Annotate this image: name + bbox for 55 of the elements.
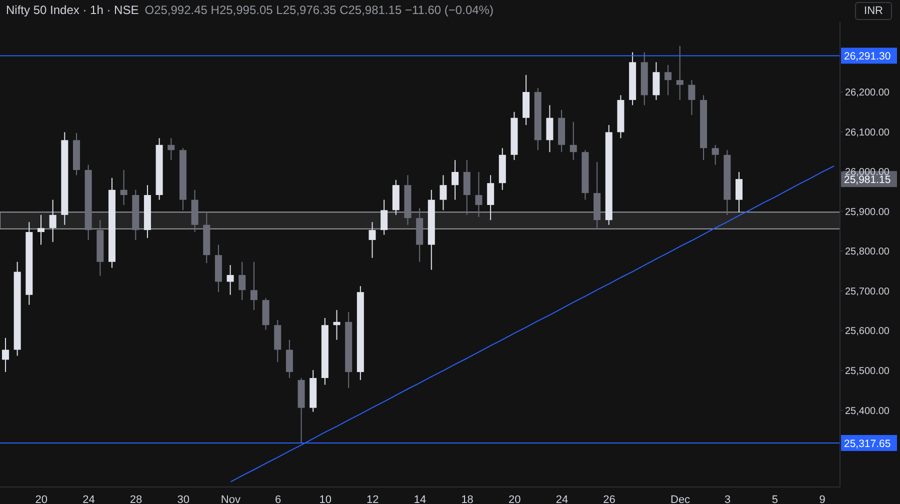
- x-tick-label: Nov: [220, 494, 241, 504]
- x-tick-label: 12: [366, 494, 379, 504]
- candlestick: [2, 337, 9, 373]
- candlestick: [250, 261, 258, 310]
- candlestick: [570, 121, 577, 161]
- candlestick: [286, 339, 293, 379]
- y-tick-label: 25,400.00: [845, 406, 890, 417]
- x-tick-label: 20: [508, 494, 521, 504]
- x-tick-label: 6: [274, 494, 282, 504]
- chart-title: Nifty 50 Index · 1h · NSE: [6, 3, 139, 17]
- x-tick-label: 14: [414, 494, 426, 504]
- candlestick: [652, 62, 660, 100]
- candlestick: [226, 264, 234, 296]
- y-tick-label: 25,700.00: [845, 286, 890, 298]
- candlestick: [664, 64, 672, 96]
- candlestick: [168, 138, 175, 161]
- y-tick-label: 25,900.00: [845, 206, 890, 218]
- candlestick: [37, 214, 44, 246]
- y-tick-label: 25,600.00: [845, 326, 890, 338]
- x-tick-label: 28: [130, 494, 142, 504]
- candlestick: [688, 80, 696, 116]
- candlestick: [452, 160, 459, 200]
- x-tick-label: 10: [319, 494, 332, 504]
- x-tick-label: 18: [461, 494, 474, 504]
- text: INR: [855, 2, 892, 20]
- x-tick-label: 9: [819, 494, 826, 504]
- x-tick-label: 26: [603, 494, 616, 504]
- y-tick-label: 26,200.00: [845, 88, 890, 99]
- x-tick-label: Dec: [670, 494, 691, 504]
- candlestick: [49, 199, 56, 242]
- candlestick: [120, 169, 128, 206]
- x-tick-label: 5: [772, 494, 778, 504]
- x-tick-label: 3: [724, 494, 731, 504]
- y-tick-label: 25,500.00: [845, 366, 890, 377]
- candlestick: [380, 199, 388, 236]
- candlestick: [238, 261, 246, 301]
- ref-line-label: 25,317.65: [844, 438, 891, 450]
- candlestick: [736, 171, 743, 213]
- candlestick: [368, 222, 376, 258]
- x-tick-label: 24: [82, 494, 95, 504]
- chart-subtitle: O25,992.45 H25,995.05 L25,976.35 C25,981.15 −11.60 (−0.04%): [144, 3, 494, 17]
- ref-line-label: 26,291.30: [844, 50, 891, 63]
- x-tick-label: 24: [556, 494, 568, 504]
- candlestick: [463, 160, 470, 216]
- candlestick: [712, 144, 719, 166]
- candlestick: [487, 174, 494, 221]
- candlestick: [333, 309, 340, 340]
- candlestick: [440, 174, 447, 211]
- y-tick-label: 25,800.00: [845, 246, 890, 258]
- candlestick: [676, 45, 684, 100]
- candlestick: [546, 104, 554, 153]
- x-tick-label: 20: [35, 494, 48, 504]
- candlestick: [475, 171, 482, 218]
- x-tick-label: 30: [177, 494, 190, 504]
- y-tick-label: 26,100.00: [845, 127, 890, 138]
